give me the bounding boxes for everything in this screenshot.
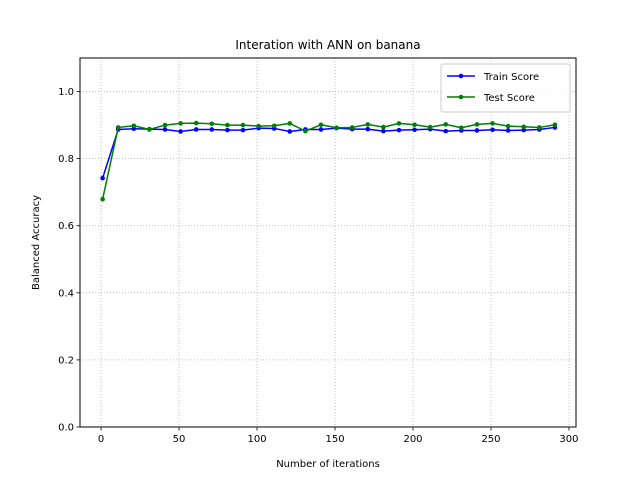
data-point [412,127,417,133]
data-point [318,122,324,128]
data-point [271,123,277,129]
data-point [537,125,542,130]
y-tick-label: 0.6 [58,221,74,232]
data-point [209,121,215,127]
data-point [521,124,527,130]
data-point [100,175,105,181]
x-tick-label: 250 [481,434,500,445]
x-tick-label: 50 [173,434,186,445]
data-point [490,121,495,126]
grid-layer [80,58,576,428]
y-tick-label: 0.4 [58,288,74,299]
y-axis-title: Balanced Accuracy [31,195,42,290]
data-point [115,125,121,130]
data-point [287,121,293,126]
data-point [209,127,215,132]
data-point [256,123,261,129]
data-point [147,127,152,132]
data-point [505,123,511,129]
data-point [240,127,246,133]
data-point [474,128,480,133]
data-point [381,128,386,134]
data-point [178,129,183,134]
data-point [552,122,558,128]
data-point [162,122,168,128]
y-tick-label: 0.2 [58,355,74,366]
legend-swatch-marker [458,94,464,100]
data-point [396,121,402,126]
data-point [287,129,293,134]
data-point [193,127,199,132]
data-point [396,127,402,133]
data-point [318,127,324,132]
series-line-test-score [101,122,556,200]
x-tick-label: 300 [559,434,578,445]
data-point [225,122,230,128]
data-point [381,124,386,130]
x-tick-label: 150 [325,434,344,445]
y-tick-label: 0.8 [58,154,74,165]
data-point [505,128,511,133]
data-point [443,122,449,127]
data-point [240,122,246,128]
legend-swatch-marker [458,73,464,79]
data-point [349,125,355,130]
data-point [334,125,339,131]
data-point [178,121,183,126]
data-point [100,196,105,202]
x-tick-label: 0 [98,434,104,445]
x-tick-label: 200 [403,434,422,445]
series-line-train-score [101,126,556,179]
x-axis-title: Number of iterations [276,459,380,470]
data-point [131,123,137,129]
plot-frame [79,57,577,428]
data-point [427,124,433,130]
x-tick-label: 100 [247,434,266,445]
legend-label: Test Score [483,93,535,104]
legend: Train Score Test Score [440,63,571,113]
data-point [303,128,308,134]
data-point [459,125,464,131]
ticks-layer: 0 50 100 150 200 250 300 0.0 0.2 0.4 0.6 0.8 1.0 [58,87,578,445]
data-point [193,120,199,126]
data-point [225,127,230,133]
chart-title: Interation with ANN on banana [235,38,420,52]
data-point [365,126,371,132]
data-point [443,128,449,134]
y-tick-label: 0.0 [58,423,74,434]
y-tick-label: 1.0 [58,87,74,98]
data-point [412,122,417,128]
data-point [365,122,371,127]
data-point [162,127,168,132]
data-point [490,127,495,133]
data-point [474,122,480,127]
data-point [521,127,527,133]
legend-label: Train Score [483,72,539,83]
series-layer [100,120,558,202]
